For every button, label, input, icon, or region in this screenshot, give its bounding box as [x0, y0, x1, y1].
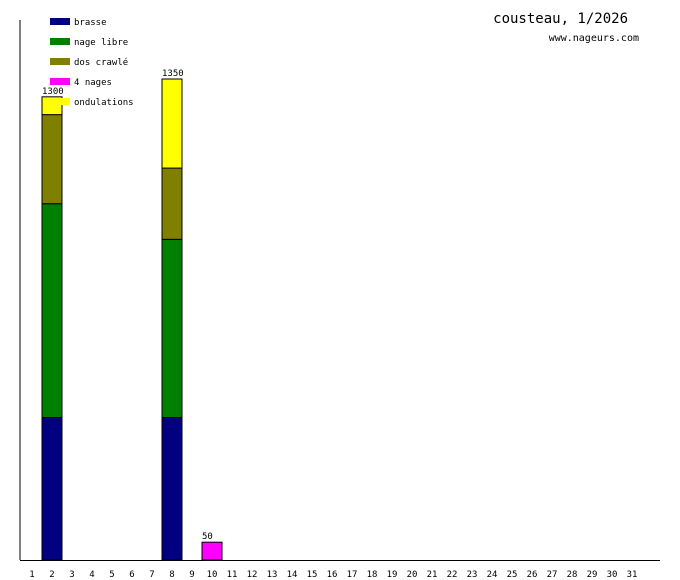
bar-total-label: 1300	[42, 87, 64, 97]
x-tick-label: 13	[267, 570, 278, 580]
x-tick-label: 7	[149, 570, 154, 580]
x-tick-label: 24	[487, 570, 498, 580]
x-tick-label: 25	[507, 570, 518, 580]
bar-segment-8-0	[161, 416, 183, 561]
x-tick-label: 5	[109, 570, 114, 580]
x-tick-label: 17	[347, 570, 358, 580]
chart-title: cousteau, 1/2026	[493, 11, 628, 27]
bar-segment-2-1	[41, 203, 63, 418]
x-tick-label: 15	[307, 570, 318, 580]
legend-swatch	[50, 18, 70, 25]
legend: brasse nage libre dos crawlé 4 nages ondulat…	[50, 18, 134, 108]
x-tick-label: 11	[227, 570, 238, 580]
bars-layer	[41, 78, 223, 561]
bar-total-label: 50	[202, 532, 213, 542]
x-tick-label: 18	[367, 570, 378, 580]
x-tick-label: 1	[29, 570, 34, 580]
legend-label: nage libre	[74, 38, 128, 48]
x-tick-label: 3	[69, 570, 74, 580]
legend-label: 4 nages	[74, 78, 112, 88]
bar-segment-10-3	[201, 541, 223, 561]
bar-segment-2-0	[41, 416, 63, 561]
x-tick-label: 23	[467, 570, 478, 580]
x-tick-label: 27	[547, 570, 558, 580]
x-tick-label: 4	[89, 570, 94, 580]
x-tick-label: 6	[129, 570, 134, 580]
bar-segment-8-4	[161, 78, 183, 169]
legend-swatch	[50, 98, 70, 105]
bar-segment-8-2	[161, 167, 183, 240]
legend-label: ondulations	[74, 98, 134, 108]
axes-layer	[19, 20, 660, 561]
x-tick-label: 26	[527, 570, 538, 580]
legend-label: brasse	[74, 18, 107, 28]
x-tick-label: 14	[287, 570, 298, 580]
x-tick-label: 29	[587, 570, 598, 580]
legend-swatch	[50, 38, 70, 45]
x-tick-label: 21	[427, 570, 438, 580]
x-tick-label: 30	[607, 570, 618, 580]
x-tick-label: 20	[407, 570, 418, 580]
bar-segment-8-1	[161, 238, 183, 418]
legend-swatch	[50, 58, 70, 65]
x-tick-label: 2	[49, 570, 54, 580]
x-tick-label: 8	[169, 570, 174, 580]
x-tick-label: 19	[387, 570, 398, 580]
legend-label: dos crawlé	[74, 57, 128, 68]
x-tick-label: 22	[447, 570, 458, 580]
x-tick-label: 28	[567, 570, 578, 580]
x-tick-label: 12	[247, 570, 258, 580]
chart-subtitle: www.nageurs.com	[549, 33, 639, 44]
total-labels-layer: 1300 1350 50	[42, 69, 213, 542]
x-tick-label: 9	[189, 570, 194, 580]
x-tick-label: 10	[207, 570, 218, 580]
bar-total-label: 1350	[162, 69, 184, 79]
x-tick-label: 16	[327, 570, 338, 580]
x-tick-label: 31	[627, 570, 638, 580]
bar-segment-2-2	[41, 114, 63, 205]
legend-swatch	[50, 78, 70, 85]
x-tick-labels: 1 2 3 4 5 6 7 8 9 10 11 12 13 14 15 16 17 18 19 20 21 22 23 24 2…	[29, 570, 637, 580]
